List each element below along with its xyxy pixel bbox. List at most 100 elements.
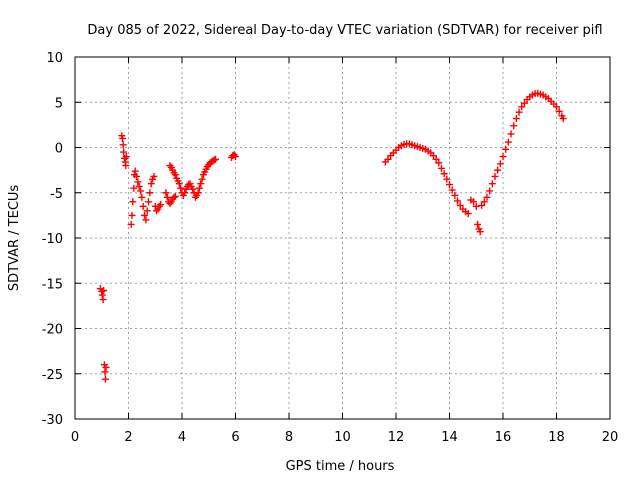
y-tick-label: -15 bbox=[42, 277, 63, 292]
data-point bbox=[384, 155, 392, 163]
data-point bbox=[474, 220, 482, 228]
data-point bbox=[171, 192, 179, 200]
data-point bbox=[175, 180, 183, 188]
grid-lines bbox=[75, 57, 610, 419]
x-tick-label: 20 bbox=[602, 430, 619, 445]
data-point bbox=[122, 162, 130, 170]
data-point bbox=[101, 375, 109, 383]
data-point bbox=[122, 153, 130, 161]
data-point bbox=[119, 141, 127, 149]
data-point bbox=[520, 99, 528, 107]
data-point bbox=[518, 103, 526, 111]
data-point bbox=[134, 178, 142, 186]
data-points bbox=[96, 89, 567, 383]
data-point bbox=[99, 296, 107, 304]
y-tick-label: -25 bbox=[42, 368, 63, 383]
data-point bbox=[189, 185, 197, 193]
data-point bbox=[454, 197, 462, 205]
data-point bbox=[138, 193, 146, 201]
data-point bbox=[194, 189, 202, 197]
data-point bbox=[476, 228, 484, 236]
data-point bbox=[448, 186, 456, 194]
data-point bbox=[488, 180, 496, 188]
data-point bbox=[131, 167, 139, 175]
data-point bbox=[137, 187, 145, 195]
data-point bbox=[181, 189, 189, 197]
data-point bbox=[129, 198, 137, 206]
data-point bbox=[139, 202, 147, 210]
x-tick-label: 4 bbox=[178, 430, 186, 445]
data-point bbox=[483, 193, 491, 201]
data-point bbox=[435, 159, 443, 167]
y-tick-label: -10 bbox=[42, 232, 63, 247]
data-point bbox=[197, 180, 205, 188]
data-point bbox=[120, 148, 128, 156]
x-tick-label: 0 bbox=[71, 430, 79, 445]
data-point bbox=[499, 153, 507, 161]
data-point bbox=[177, 184, 185, 192]
data-point bbox=[163, 193, 171, 201]
data-point bbox=[130, 184, 138, 192]
y-tick-label: 0 bbox=[55, 142, 63, 157]
x-tick-label: 12 bbox=[388, 430, 405, 445]
data-point bbox=[145, 198, 153, 206]
data-point bbox=[451, 191, 459, 199]
data-point bbox=[146, 189, 154, 197]
chart-title: Day 085 of 2022, Sidereal Day-to-day VTE… bbox=[87, 23, 602, 38]
data-point bbox=[491, 172, 499, 180]
x-tick-label: 2 bbox=[124, 430, 132, 445]
data-point bbox=[135, 182, 143, 190]
data-point bbox=[440, 170, 448, 178]
y-axis-label: SDTVAR / TECUs bbox=[7, 185, 22, 292]
x-tick-label: 14 bbox=[441, 430, 458, 445]
data-point bbox=[102, 363, 110, 371]
data-point bbox=[478, 201, 486, 209]
x-tick-label: 16 bbox=[495, 430, 512, 445]
x-axis-label: GPS time / hours bbox=[286, 459, 395, 474]
y-tick-label: -30 bbox=[42, 413, 63, 428]
data-point bbox=[429, 152, 437, 160]
data-point bbox=[507, 130, 515, 138]
x-tick-label: 18 bbox=[548, 430, 565, 445]
data-point bbox=[170, 193, 178, 201]
data-point bbox=[147, 180, 155, 188]
x-tick-label: 6 bbox=[231, 430, 239, 445]
data-point bbox=[504, 138, 512, 146]
data-point bbox=[512, 115, 520, 123]
data-point bbox=[142, 216, 150, 224]
data-point bbox=[210, 156, 218, 164]
data-point bbox=[171, 171, 179, 179]
data-point bbox=[127, 220, 135, 228]
data-point bbox=[515, 108, 523, 116]
data-point bbox=[150, 172, 158, 180]
data-point bbox=[195, 184, 203, 192]
y-tick-label: -20 bbox=[42, 323, 63, 338]
y-tick-label: -5 bbox=[50, 187, 63, 202]
data-point bbox=[133, 172, 141, 180]
data-point bbox=[98, 291, 106, 299]
y-tick-label: 10 bbox=[46, 51, 63, 66]
data-point bbox=[157, 201, 165, 209]
data-point bbox=[198, 175, 206, 183]
data-point bbox=[486, 187, 494, 195]
data-point bbox=[472, 202, 480, 210]
data-point bbox=[496, 160, 504, 168]
data-point bbox=[143, 207, 151, 215]
data-point bbox=[494, 166, 502, 174]
data-point bbox=[211, 155, 219, 163]
data-point bbox=[464, 210, 472, 218]
data-point bbox=[128, 211, 136, 219]
data-point bbox=[119, 134, 127, 142]
data-point bbox=[141, 211, 149, 219]
data-point bbox=[162, 189, 170, 197]
axis-ticks: 0 2 4 6 8 10 12 14 16 18 20 -30 -25 -20 -15 -10 -5 0 5 10 bbox=[42, 51, 619, 445]
data-point bbox=[101, 368, 109, 376]
data-point bbox=[446, 181, 453, 189]
data-point bbox=[443, 175, 451, 183]
data-point bbox=[470, 198, 478, 206]
data-point bbox=[559, 115, 567, 123]
data-point bbox=[437, 164, 445, 172]
data-point bbox=[456, 201, 464, 209]
